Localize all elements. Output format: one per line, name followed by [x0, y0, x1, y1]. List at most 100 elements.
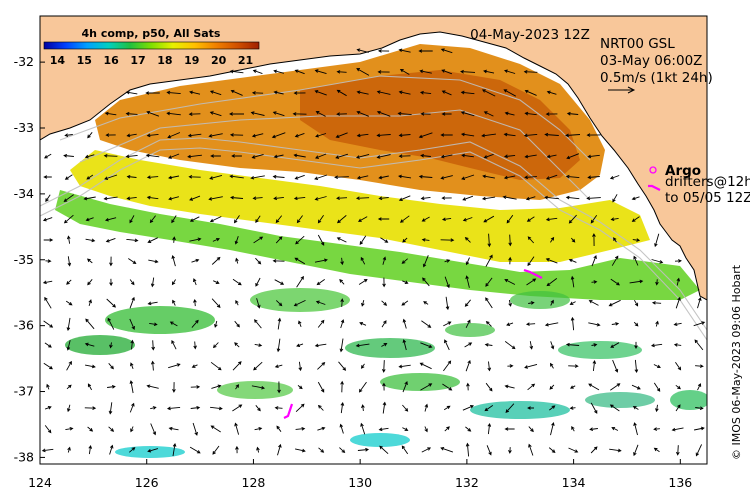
current-arrow	[485, 320, 492, 327]
current-arrow	[66, 404, 71, 413]
current-arrow	[147, 448, 159, 453]
current-arrow	[440, 447, 454, 453]
current-arrow	[589, 427, 598, 432]
current-arrow	[172, 382, 176, 393]
drifter-legend: drifters@12h to 05/05 12Z	[648, 174, 750, 206]
current-arrow	[586, 196, 601, 201]
current-arrow	[103, 196, 118, 201]
current-arrow	[418, 132, 433, 139]
current-arrow	[65, 300, 73, 306]
current-arrow	[146, 110, 160, 117]
current-arrow	[230, 195, 244, 200]
current-arrow	[294, 69, 305, 75]
current-arrow	[150, 277, 155, 288]
current-arrow	[171, 254, 176, 267]
current-arrow	[673, 343, 682, 347]
current-arrow	[653, 427, 660, 431]
current-arrow	[402, 339, 407, 351]
current-arrow	[483, 215, 495, 223]
colorbar: 4h comp, p50, All Sats 14 15 16 17 18 19 20 21	[43, 27, 260, 67]
current-arrow	[109, 342, 113, 349]
current-arrow	[485, 382, 493, 392]
current-arrow	[66, 340, 71, 351]
current-arrow	[440, 133, 453, 137]
current-arrow	[317, 215, 324, 224]
current-arrow	[613, 237, 617, 243]
current-arrow	[397, 111, 412, 116]
current-arrow	[464, 236, 471, 243]
current-arrow	[402, 280, 409, 284]
current-arrow	[528, 443, 534, 456]
colorbar-tick-label: 17	[130, 54, 145, 67]
current-arrow	[210, 361, 222, 371]
current-arrow	[317, 404, 324, 411]
current-arrow	[334, 175, 349, 180]
current-arrow	[486, 445, 492, 456]
current-arrow	[150, 423, 157, 436]
current-arrow	[401, 445, 409, 455]
current-arrow	[421, 238, 430, 242]
current-arrow	[235, 299, 239, 306]
current-arrow	[465, 426, 472, 432]
current-arrow	[187, 133, 202, 138]
current-arrow	[545, 174, 558, 180]
current-arrow	[571, 425, 575, 432]
current-arrow	[108, 426, 115, 432]
current-arrow	[568, 214, 577, 224]
current-arrow	[565, 342, 580, 347]
current-arrow	[355, 153, 370, 159]
current-arrow	[293, 91, 306, 95]
current-arrow	[419, 90, 432, 95]
current-arrow	[255, 277, 261, 287]
current-arrow	[86, 174, 94, 180]
current-arrow	[65, 426, 74, 431]
current-arrow	[550, 299, 554, 306]
current-arrow	[633, 255, 639, 266]
current-arrow	[210, 425, 221, 433]
current-arrow	[130, 339, 135, 350]
current-arrow	[251, 385, 266, 390]
current-arrow	[376, 154, 391, 159]
current-arrow	[377, 217, 390, 221]
current-arrow	[655, 320, 659, 327]
current-arrow	[209, 174, 223, 180]
current-arrow	[377, 70, 390, 74]
current-arrow	[209, 216, 222, 223]
current-arrow	[442, 383, 453, 391]
current-arrow	[336, 89, 347, 97]
current-arrow	[631, 384, 641, 390]
current-arrow	[126, 196, 137, 201]
current-arrow	[402, 381, 408, 393]
current-arrow	[632, 238, 641, 242]
current-arrow	[655, 279, 659, 286]
current-arrow	[191, 258, 200, 263]
current-arrow	[296, 215, 303, 224]
current-arrow	[440, 154, 453, 159]
current-arrow	[441, 69, 453, 75]
current-arrow	[357, 447, 370, 452]
argo-marker-icon	[649, 166, 657, 174]
current-arrow	[420, 112, 431, 116]
current-arrow	[187, 154, 202, 159]
current-arrow	[66, 235, 71, 244]
current-arrow	[63, 214, 74, 224]
y-tick-label: -35	[14, 252, 34, 267]
current-arrow	[402, 318, 407, 329]
current-arrow	[697, 296, 702, 309]
current-arrow	[314, 89, 327, 96]
current-arrow	[548, 447, 556, 454]
current-arrow	[545, 112, 558, 116]
coastline	[40, 31, 707, 301]
current-arrow	[211, 384, 222, 389]
current-arrow	[273, 90, 284, 95]
current-arrow	[377, 49, 390, 53]
current-arrow	[336, 70, 347, 74]
current-arrow	[379, 445, 389, 455]
current-arrow	[275, 300, 283, 307]
current-arrow	[420, 342, 433, 349]
current-arrow	[590, 214, 598, 224]
current-arrow	[611, 322, 620, 326]
current-arrow	[210, 406, 223, 411]
current-arrow	[673, 322, 682, 327]
current-arrow	[398, 48, 411, 53]
